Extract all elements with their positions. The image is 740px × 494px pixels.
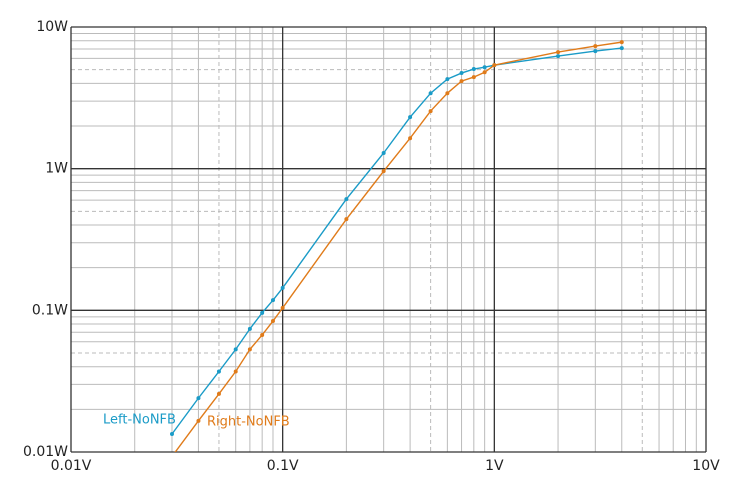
legend-label: Left-NoNFB (103, 413, 176, 428)
data-point (270, 319, 275, 324)
data-point (492, 63, 497, 68)
data-point (247, 326, 252, 331)
data-point (593, 44, 598, 49)
data-point (619, 46, 624, 51)
data-point (196, 418, 201, 423)
data-point (260, 310, 265, 315)
data-point (428, 91, 433, 96)
legend-label: Right-NoNFB (207, 415, 290, 430)
x-tick-label: 0.1V (267, 458, 299, 474)
y-tick-label: 10W (36, 19, 68, 35)
data-point (344, 217, 349, 222)
data-point (408, 136, 413, 141)
y-tick-label: 0.01W (23, 444, 68, 460)
data-point (619, 40, 624, 45)
x-tick-label: 0.01V (51, 458, 92, 474)
series-line (174, 41, 622, 452)
data-point (280, 305, 285, 310)
data-point (260, 332, 265, 337)
data-point (471, 75, 476, 80)
data-point (196, 396, 201, 401)
data-point (233, 369, 238, 374)
data-point (344, 197, 349, 202)
data-point (216, 369, 221, 374)
data-point (482, 70, 487, 75)
data-point (445, 77, 450, 82)
data-point (428, 109, 433, 114)
data-point (459, 71, 464, 76)
y-tick-label: 0.1W (32, 302, 68, 318)
data-point (216, 391, 221, 396)
x-tick-label: 10V (692, 458, 720, 474)
plot-area (169, 40, 624, 458)
data-point (170, 454, 174, 458)
data-point (593, 49, 598, 54)
data-point (482, 65, 487, 70)
data-point (556, 54, 561, 59)
data-point (556, 50, 561, 55)
data-point (459, 79, 464, 84)
data-point (169, 431, 174, 436)
data-point (280, 285, 285, 290)
data-point (270, 298, 275, 303)
data-point (408, 115, 413, 120)
data-point (381, 150, 386, 155)
data-point (381, 169, 386, 174)
x-tick-label: 1V (485, 458, 504, 474)
series-line (171, 47, 622, 435)
data-point (445, 91, 450, 96)
y-tick-label: 1W (45, 161, 68, 177)
data-point (247, 347, 252, 352)
data-point (471, 67, 476, 72)
data-point (233, 347, 238, 352)
